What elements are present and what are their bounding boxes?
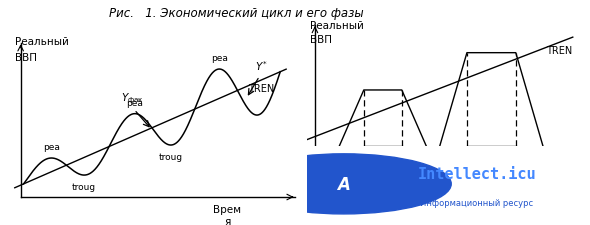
Text: pea: pea	[211, 54, 228, 63]
Circle shape	[236, 154, 451, 214]
Text: Реальный: Реальный	[15, 37, 68, 47]
Text: Врем: Врем	[213, 205, 241, 214]
Text: A: A	[337, 175, 350, 193]
Text: ВВП: ВВП	[15, 53, 37, 63]
Text: Рис.   1. Экономический цикл и его фазы: Рис. 1. Экономический цикл и его фазы	[109, 7, 363, 20]
Text: $Y_{\mathregular{фак}}$: $Y_{\mathregular{фак}}$	[121, 91, 145, 106]
Text: Реальный: Реальный	[310, 21, 363, 31]
Text: TREN: TREN	[546, 45, 572, 55]
Text: Intellect.icu: Intellect.icu	[417, 166, 536, 181]
Text: troug: troug	[159, 153, 183, 162]
Text: pea: pea	[126, 99, 143, 108]
Text: Информационный ресурс: Информационный ресурс	[420, 198, 533, 207]
Text: TREN: TREN	[248, 83, 274, 93]
Text: я: я	[224, 216, 230, 225]
Text: pea: pea	[43, 143, 60, 152]
Text: $Y^{*}$: $Y^{*}$	[255, 59, 267, 73]
Text: ВВП: ВВП	[310, 35, 332, 45]
Text: troug: troug	[72, 183, 96, 192]
